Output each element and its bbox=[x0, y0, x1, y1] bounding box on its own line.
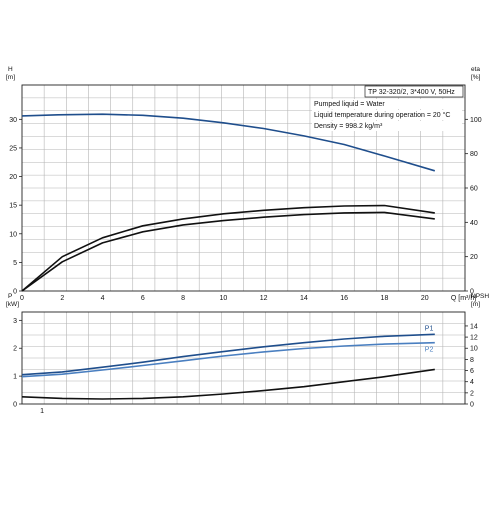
x-tick-label: 8 bbox=[181, 295, 185, 302]
right-tick-label: 10 bbox=[470, 346, 478, 353]
left-tick-label: 15 bbox=[9, 203, 17, 210]
series-label-p2: P2 bbox=[425, 347, 434, 354]
plot-frame bbox=[21, 311, 466, 405]
info-line-background bbox=[312, 121, 462, 131]
right-tick-label: 12 bbox=[470, 335, 478, 342]
series-line-p1 bbox=[21, 333, 435, 376]
liquid-info-line: Pumped liquid = Water bbox=[314, 101, 385, 108]
series-line-curve-2 bbox=[21, 368, 435, 400]
info-box-frame bbox=[364, 85, 464, 98]
left-tick-label: 30 bbox=[9, 117, 17, 124]
x-tick-label: 14 bbox=[300, 295, 308, 302]
x-tick-label: 12 bbox=[260, 295, 268, 302]
right-tick-label: 8 bbox=[470, 357, 474, 364]
right-tick-label: 2 bbox=[470, 390, 474, 397]
liquid-info-line: Liquid temperature during operation = 20… bbox=[314, 111, 450, 119]
left-tick-label: 1 bbox=[13, 374, 17, 381]
right-axis-unit: [%] bbox=[471, 74, 481, 81]
right-tick-label: 14 bbox=[470, 323, 478, 330]
info-line-background bbox=[312, 99, 462, 109]
x-tick-label: 16 bbox=[340, 295, 348, 302]
left-tick-label: 0 bbox=[13, 402, 17, 409]
x-tick-label: 18 bbox=[381, 295, 389, 302]
left-axis-unit: [m] bbox=[6, 74, 15, 81]
series-label-p1: P1 bbox=[425, 325, 434, 332]
left-tick-label: 0 bbox=[13, 289, 17, 296]
right-tick-label: 0 bbox=[470, 289, 474, 296]
left-tick-label: 3 bbox=[13, 318, 17, 325]
left-tick-label: 20 bbox=[9, 174, 17, 181]
x-tick-label: 6 bbox=[141, 295, 145, 302]
left-tick-label: 10 bbox=[9, 231, 17, 238]
info-line-background bbox=[312, 110, 462, 120]
left-axis-name: P bbox=[8, 293, 12, 300]
series-line-curve-1 bbox=[21, 204, 435, 292]
x-tick-label: 10 bbox=[219, 295, 227, 302]
x-axis-label: Q [m³/h] bbox=[451, 295, 476, 302]
right-tick-label: 6 bbox=[470, 368, 474, 375]
left-axis-name: H bbox=[8, 66, 13, 73]
right-axis-name: NPSH bbox=[471, 293, 489, 300]
x-tick-label: 4 bbox=[101, 295, 105, 302]
left-tick-label: 5 bbox=[13, 260, 17, 267]
series-line-curve-0 bbox=[21, 113, 436, 172]
left-tick-label: 25 bbox=[9, 145, 17, 152]
right-axis-name: eta bbox=[471, 66, 480, 73]
right-tick-label: 4 bbox=[470, 379, 474, 386]
liquid-info-line: Density = 998.2 kg/m³ bbox=[314, 123, 383, 130]
right-tick-label: 80 bbox=[470, 151, 478, 158]
right-tick-label: 20 bbox=[470, 254, 478, 261]
x-tick-label: 0 bbox=[20, 295, 24, 302]
left-axis-unit: [kW] bbox=[6, 301, 19, 308]
pump-model-label: TP 32-320/2, 3*400 V, 50Hz bbox=[368, 89, 455, 96]
right-tick-label: 0 bbox=[470, 402, 474, 409]
x-tick-label: 1 bbox=[40, 408, 44, 415]
x-tick-label: 2 bbox=[60, 295, 64, 302]
left-tick-label: 2 bbox=[13, 346, 17, 353]
right-axis-unit: [m] bbox=[471, 301, 480, 308]
right-tick-label: 40 bbox=[470, 220, 478, 227]
series-line-p2 bbox=[21, 341, 435, 378]
right-tick-label: 60 bbox=[470, 186, 478, 193]
x-tick-label: 20 bbox=[421, 295, 429, 302]
right-tick-label: 100 bbox=[470, 117, 482, 124]
series-line-curve-2 bbox=[21, 211, 435, 292]
